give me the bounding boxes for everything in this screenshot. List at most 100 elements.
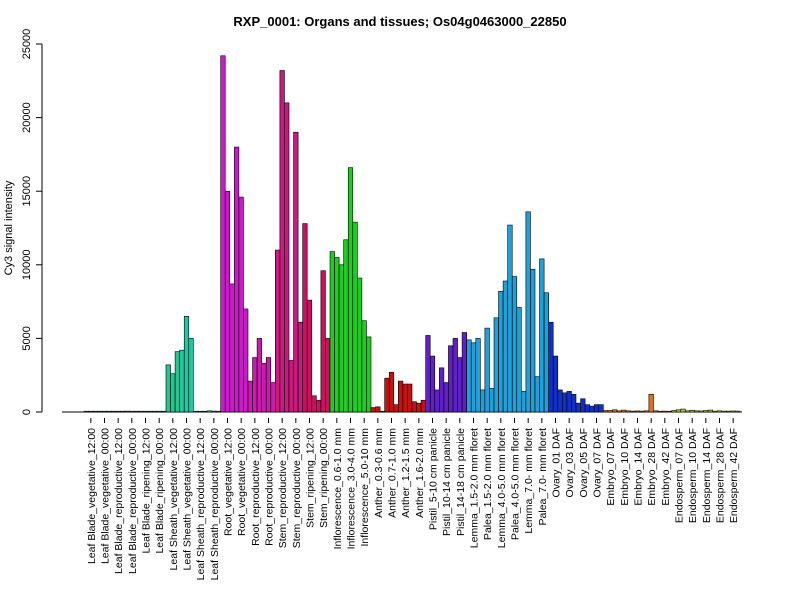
y-tick-label: 0 [21, 409, 33, 415]
x-tick-label: Palea_7.0- mm floret [537, 428, 549, 526]
bar [370, 407, 376, 413]
bar [188, 338, 194, 413]
bar [580, 398, 586, 413]
x-tick-label: Leaf Sheath_vegetative_12:00 [168, 428, 180, 571]
bar [338, 264, 344, 413]
x-tick-label: Inflorescence_5.0-10 mm [359, 428, 371, 547]
bar [97, 410, 103, 413]
bar [625, 410, 631, 413]
bar [616, 410, 622, 413]
bar [666, 410, 672, 413]
x-tick-label: Leaf Blade_vegetative_00:00 [100, 428, 112, 564]
bar [612, 409, 618, 413]
bar [589, 405, 595, 413]
bar [716, 410, 723, 413]
bar [630, 410, 636, 413]
bar [502, 280, 508, 413]
x-tick-label: Embryo_14 DAF [633, 428, 645, 506]
bar [735, 410, 741, 413]
bar [443, 382, 449, 413]
bar [653, 410, 659, 413]
x-tick-label: Root_reproductive_00:00 [264, 428, 276, 546]
bar [439, 367, 445, 413]
bar [598, 404, 604, 413]
bar [530, 268, 536, 413]
bar [593, 404, 600, 413]
bar [142, 410, 149, 413]
bar [357, 277, 363, 413]
bar [243, 308, 249, 413]
bar [279, 70, 285, 413]
bar [634, 410, 641, 413]
bar [147, 410, 153, 413]
bar [648, 394, 654, 413]
x-tick-label: Endosperm_28 DAF [715, 428, 727, 523]
x-tick-label: Embryo_28 DAF [646, 428, 658, 506]
x-tick-label: Lemma_7.0- mm floret [523, 428, 535, 534]
bar [698, 410, 704, 413]
bar [234, 146, 240, 413]
bar [452, 338, 458, 413]
x-tick-label: Inflorescence_3.0-4.0 mm [346, 428, 358, 550]
bar [347, 167, 354, 413]
bar [680, 408, 686, 413]
bar [211, 410, 217, 413]
bar [644, 410, 650, 413]
bar [712, 410, 718, 413]
bar [179, 349, 185, 413]
bar [498, 290, 504, 413]
bar [311, 395, 317, 413]
bar [156, 410, 162, 413]
x-tick-label: Embryo_42 DAF [660, 428, 672, 506]
bar [352, 221, 358, 413]
bar [261, 363, 267, 413]
bar [571, 394, 577, 413]
bar [671, 410, 677, 413]
bar [106, 410, 112, 413]
bar [407, 383, 413, 413]
x-tick-label: Ovary_01 DAF [551, 428, 563, 497]
x-tick-label: Leaf Blade_ripening_12:00 [141, 428, 153, 554]
bar [361, 320, 367, 413]
y-tick-label: 5000 [21, 326, 33, 350]
bar [662, 410, 668, 413]
bar [470, 342, 477, 413]
bar [429, 355, 436, 413]
bar [215, 410, 221, 413]
x-tick-label: Root_vegetative_00:00 [236, 428, 248, 536]
x-tick-label: Lemma_1.5-2.0 mm floret [469, 428, 481, 548]
bar [343, 239, 349, 413]
x-tick-label: Endosperm_10 DAF [687, 428, 699, 523]
bar [197, 410, 203, 413]
bar [92, 410, 98, 413]
bar [484, 327, 490, 413]
bar [165, 364, 171, 413]
bar [101, 410, 108, 413]
y-tick-label: 25000 [21, 29, 33, 60]
bar [138, 410, 144, 413]
bar [552, 355, 559, 413]
x-tick-label: Anther_0.7-1.0 mm [387, 428, 399, 518]
x-tick-label: Root_vegetative_12:00 [223, 428, 235, 536]
bar [707, 409, 713, 413]
bar [388, 371, 395, 413]
bar [293, 132, 299, 413]
x-tick-label: Leaf Blade_reproductive_00:00 [127, 428, 139, 574]
bar [730, 410, 736, 413]
bar [152, 410, 158, 413]
x-tick-label: Endosperm_14 DAF [701, 428, 713, 523]
bar [584, 404, 590, 413]
x-tick-label: Embryo_10 DAF [619, 428, 631, 506]
bar [721, 410, 727, 413]
bar [639, 410, 645, 413]
bar [379, 410, 385, 413]
y-axis-label: Cy3 signal intensity [3, 180, 15, 275]
bar [489, 388, 495, 413]
bar [675, 409, 682, 413]
bar [457, 357, 463, 413]
x-tick-label: Anther_1.6-2.0 mm [414, 428, 426, 518]
bar [466, 339, 472, 413]
bar [566, 391, 572, 413]
bar [525, 211, 531, 413]
